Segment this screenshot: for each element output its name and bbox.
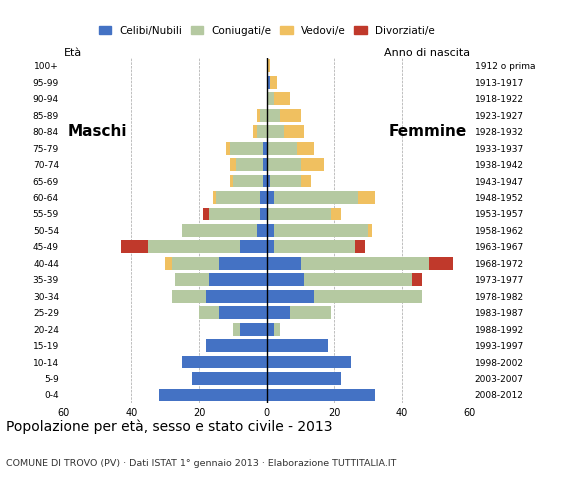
Bar	[267, 175, 270, 188]
Bar	[368, 224, 372, 237]
Bar	[257, 125, 267, 138]
Bar	[274, 191, 358, 204]
Bar	[314, 290, 422, 303]
Text: Popolazione per età, sesso e stato civile - 2013: Popolazione per età, sesso e stato civil…	[6, 420, 332, 434]
Bar	[355, 240, 365, 253]
Bar	[209, 273, 267, 286]
Bar	[267, 388, 375, 401]
Bar	[267, 191, 274, 204]
Bar	[274, 224, 368, 237]
Bar	[202, 207, 209, 220]
Bar	[172, 290, 206, 303]
Bar	[182, 356, 267, 369]
Bar	[233, 175, 263, 188]
Bar	[267, 290, 314, 303]
Bar	[263, 175, 267, 188]
Bar	[412, 273, 422, 286]
Bar	[260, 109, 267, 121]
Bar	[233, 323, 240, 336]
Bar	[193, 372, 267, 385]
Bar	[206, 339, 267, 352]
Bar	[267, 339, 328, 352]
Bar	[429, 257, 453, 270]
Bar	[297, 142, 314, 155]
Bar	[172, 257, 219, 270]
Bar	[267, 207, 331, 220]
Text: COMUNE DI TROVO (PV) · Dati ISTAT 1° gennaio 2013 · Elaborazione TUTTITALIA.IT: COMUNE DI TROVO (PV) · Dati ISTAT 1° gen…	[6, 459, 396, 468]
Bar	[291, 306, 331, 319]
Bar	[216, 191, 260, 204]
Bar	[182, 224, 257, 237]
Bar	[267, 109, 280, 121]
Text: Età: Età	[64, 48, 82, 58]
Bar	[158, 388, 267, 401]
Bar	[230, 142, 263, 155]
Bar	[219, 257, 267, 270]
Bar	[267, 92, 274, 105]
Bar	[267, 60, 270, 72]
Bar	[263, 142, 267, 155]
Bar	[237, 158, 263, 171]
Bar	[121, 240, 148, 253]
Bar	[267, 224, 274, 237]
Bar	[219, 306, 267, 319]
Text: Femmine: Femmine	[388, 124, 466, 139]
Bar	[230, 175, 233, 188]
Bar	[284, 125, 304, 138]
Bar	[199, 306, 219, 319]
Bar	[176, 273, 209, 286]
Bar	[226, 142, 230, 155]
Bar	[270, 76, 277, 89]
Bar	[274, 240, 355, 253]
Bar	[260, 191, 267, 204]
Bar	[267, 125, 284, 138]
Bar	[267, 372, 341, 385]
Bar	[230, 158, 237, 171]
Bar	[240, 323, 267, 336]
Bar	[267, 142, 297, 155]
Bar	[280, 109, 300, 121]
Bar	[267, 323, 274, 336]
Bar	[257, 224, 267, 237]
Bar	[253, 125, 257, 138]
Bar	[267, 273, 304, 286]
Bar	[267, 257, 300, 270]
Bar	[267, 240, 274, 253]
Bar	[206, 290, 267, 303]
Bar	[267, 158, 300, 171]
Bar	[300, 158, 324, 171]
Bar	[165, 257, 172, 270]
Bar	[300, 257, 429, 270]
Text: Anno di nascita: Anno di nascita	[384, 48, 470, 58]
Bar	[274, 323, 280, 336]
Bar	[213, 191, 216, 204]
Bar	[304, 273, 412, 286]
Bar	[240, 240, 267, 253]
Bar	[270, 175, 300, 188]
Bar	[274, 92, 291, 105]
Bar	[331, 207, 341, 220]
Bar	[267, 306, 291, 319]
Bar	[267, 356, 351, 369]
Bar	[260, 207, 267, 220]
Bar	[148, 240, 240, 253]
Text: Maschi: Maschi	[67, 124, 126, 139]
Legend: Celibi/Nubili, Coniugati/e, Vedovi/e, Divorziati/e: Celibi/Nubili, Coniugati/e, Vedovi/e, Di…	[95, 21, 439, 40]
Bar	[358, 191, 375, 204]
Bar	[263, 158, 267, 171]
Bar	[267, 76, 270, 89]
Bar	[300, 175, 311, 188]
Bar	[209, 207, 260, 220]
Bar	[257, 109, 260, 121]
